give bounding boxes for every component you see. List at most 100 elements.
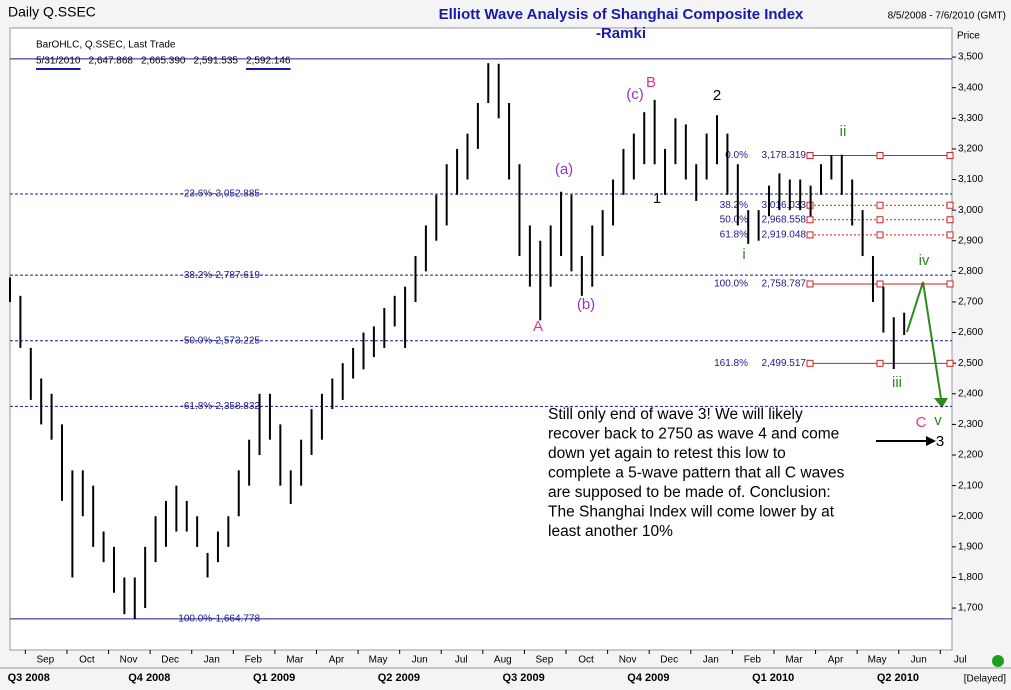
x-tick-label: Apr — [329, 655, 345, 666]
y-tick-label: 2,100 — [958, 480, 983, 491]
wave-label: 1 — [653, 190, 661, 207]
quote-value: 5/31/2010 — [36, 56, 81, 67]
projection-pct: 100.0% — [714, 279, 748, 290]
symbol-title: Daily Q.SSEC — [8, 4, 96, 20]
projection-marker — [946, 231, 954, 239]
wave-label: A — [533, 318, 543, 335]
note-line: Still only end of wave 3! We will likely — [548, 406, 803, 423]
y-tick-label: 1,800 — [958, 572, 983, 583]
y-tick-label: 2,300 — [958, 419, 983, 430]
arrow-head — [934, 398, 948, 408]
projection-marker — [876, 231, 884, 239]
projection-marker — [806, 231, 814, 239]
x-tick-label: Dec — [161, 655, 179, 666]
wave-label: i — [742, 246, 745, 263]
x-tick-label: Jan — [204, 655, 220, 666]
wave-label: (c) — [626, 86, 644, 103]
projection-marker — [806, 280, 814, 288]
quarter-label: Q3 2009 — [503, 672, 545, 684]
y-tick-label: 2,700 — [958, 297, 983, 308]
quote-value: 2,665.390 — [141, 56, 186, 67]
x-tick-label: Sep — [36, 655, 54, 666]
fib-label: -61.8%-2,358.832 — [180, 401, 260, 412]
x-tick-label: Oct — [578, 655, 594, 666]
x-tick-label: Dec — [660, 655, 678, 666]
x-tick-label: Feb — [744, 655, 762, 666]
projection-marker — [946, 152, 954, 160]
projection-marker — [806, 359, 814, 367]
date-range: 8/5/2008 - 7/6/2010 (GMT) — [888, 11, 1006, 22]
x-tick-label: Nov — [619, 655, 637, 666]
quarter-label: Q4 2008 — [128, 672, 170, 684]
y-tick-label: 2,200 — [958, 450, 983, 461]
wave-label: B — [646, 74, 656, 91]
arrow-head — [926, 436, 936, 446]
note-line: The Shanghai Index will come lower by at — [548, 504, 835, 521]
y-axis-label: Price — [957, 31, 980, 42]
quote-value: 2,647.868 — [89, 56, 134, 67]
wave-label: v — [934, 412, 942, 429]
x-tick-label: Mar — [286, 655, 304, 666]
wave-label: iii — [892, 374, 902, 391]
y-tick-label: 3,500 — [958, 52, 983, 63]
chart-subtitle: -Ramki — [596, 25, 646, 42]
note-line: are supposed to be made of. Conclusion: — [548, 484, 831, 501]
projection-marker — [946, 359, 954, 367]
projection-pct: 50.0% — [720, 214, 748, 225]
y-tick-label: 3,400 — [958, 82, 983, 93]
x-tick-label: Oct — [79, 655, 95, 666]
projection-label: 3,016.033 — [762, 200, 807, 211]
y-tick-label: 1,900 — [958, 541, 983, 552]
wave-label: (b) — [577, 296, 595, 313]
y-tick-label: 2,500 — [958, 358, 983, 369]
projection-marker — [876, 201, 884, 209]
y-tick-label: 3,000 — [958, 205, 983, 216]
status: [Delayed] — [964, 674, 1006, 685]
quarter-label: Q4 2009 — [627, 672, 669, 684]
x-tick-label: Aug — [494, 655, 512, 666]
x-tick-label: Apr — [828, 655, 844, 666]
wave-label: 3 — [936, 433, 944, 450]
projection-marker — [806, 152, 814, 160]
quote-value: 2,592.146 — [246, 56, 291, 67]
legend: BarOHLC, Q.SSEC, Last Trade — [36, 40, 176, 51]
chart-title: Elliott Wave Analysis of Shanghai Compos… — [439, 6, 804, 23]
y-tick-label: 2,800 — [958, 266, 983, 277]
projection-label: 2,499.517 — [762, 358, 807, 369]
wave-arrow — [906, 281, 943, 406]
y-tick-label: 2,000 — [958, 511, 983, 522]
wave-label: ii — [840, 123, 847, 140]
y-tick-label: 3,300 — [958, 113, 983, 124]
note-line: least another 10% — [548, 523, 673, 540]
x-tick-label: Jun — [412, 655, 428, 666]
projection-marker — [876, 280, 884, 288]
projection-marker — [876, 216, 884, 224]
quarter-label: Q2 2010 — [877, 672, 919, 684]
x-tick-label: Feb — [245, 655, 263, 666]
fib-label: -50.0%-2,573.225 — [180, 335, 260, 346]
x-tick-label: Jun — [911, 655, 927, 666]
quarter-label: Q1 2010 — [752, 672, 794, 684]
projection-label: 2,758.787 — [762, 279, 807, 290]
quarter-label: Q1 2009 — [253, 672, 295, 684]
quarter-label: Q3 2008 — [8, 672, 50, 684]
projection-marker — [806, 216, 814, 224]
note-line: complete a 5-wave pattern that all C wav… — [548, 465, 845, 482]
x-tick-label: Nov — [120, 655, 138, 666]
projection-label: 2,919.048 — [762, 230, 807, 241]
projection-label: 3,178.319 — [762, 150, 807, 161]
quote: 5/31/2010 2,647.868 2,665.390 2,591.535 2,59… — [36, 56, 291, 70]
projection-marker — [946, 280, 954, 288]
x-tick-label: May — [369, 655, 388, 666]
quote-value: 2,591.535 — [194, 56, 239, 67]
fib-label: -38.2%-2,787.619 — [180, 270, 260, 281]
projection-marker — [946, 201, 954, 209]
wave-label: 2 — [713, 87, 721, 104]
x-tick-label: Jan — [703, 655, 719, 666]
y-tick-label: 2,900 — [958, 235, 983, 246]
x-tick-label: Sep — [536, 655, 554, 666]
wave-label: iv — [919, 252, 930, 269]
x-tick-label: Jul — [954, 655, 967, 666]
status-dot — [992, 655, 1004, 667]
